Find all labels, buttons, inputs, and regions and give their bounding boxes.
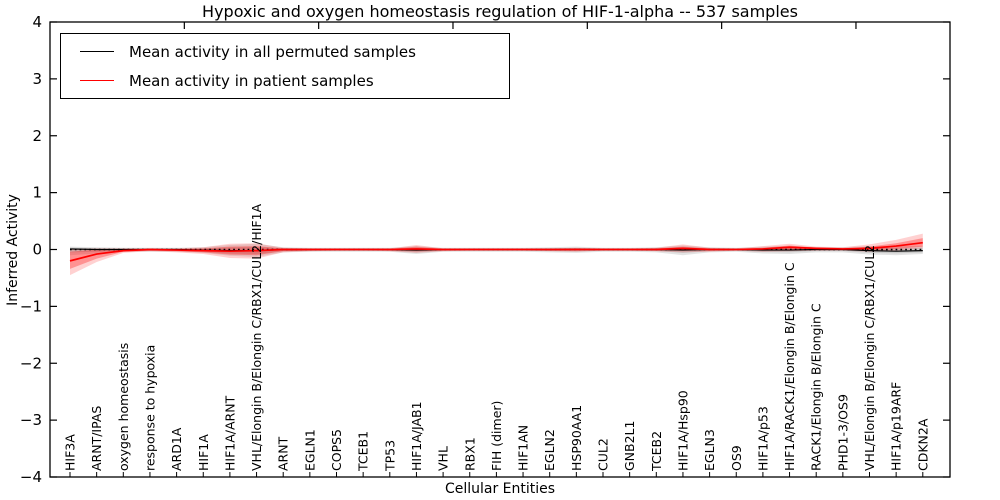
y-tick-label: −1 xyxy=(20,297,42,315)
x-tick-label: HIF1A/ARNT xyxy=(222,395,237,471)
x-tick-label: FIH (dimer) xyxy=(489,401,504,471)
x-tick-label: TCEB2 xyxy=(649,431,664,472)
patient-mean-line xyxy=(69,241,923,262)
x-tick-label: EGLN2 xyxy=(542,429,557,471)
legend-item-permuted: Mean activity in all permuted samples xyxy=(61,37,509,66)
x-tick-label: HIF1A/p53 xyxy=(755,406,770,471)
x-tick-label: HIF1A/RACK1/Elongin B/Elongin C xyxy=(782,262,797,471)
x-tick-label: HIF1A xyxy=(196,434,211,471)
y-tick-label: −4 xyxy=(20,468,42,486)
x-tick-label: TCEB1 xyxy=(356,431,371,472)
patient-line-swatch-icon xyxy=(80,80,114,81)
x-tick-label: EGLN3 xyxy=(702,429,717,471)
y-axis-label: Inferred Activity xyxy=(5,194,21,306)
y-tick-label: 4 xyxy=(32,13,42,31)
legend: Mean activity in all permuted samples Me… xyxy=(60,33,510,99)
y-tick-label: 2 xyxy=(32,127,42,145)
patient-band-outer xyxy=(70,233,923,276)
x-axis-label: Cellular Entities xyxy=(444,481,556,497)
x-tick-label: OS9 xyxy=(729,445,744,471)
x-tick-label: ARNT/IPAS xyxy=(89,406,104,471)
legend-item-patient: Mean activity in patient samples xyxy=(61,66,509,95)
permuted-line-swatch-icon xyxy=(80,51,114,52)
legend-label-patient: Mean activity in patient samples xyxy=(129,71,374,90)
y-tick-label: −2 xyxy=(20,354,42,372)
x-tick-label: CUL2 xyxy=(596,438,611,471)
x-tick-label: HIF1A/Hsp90 xyxy=(675,390,690,471)
x-tick-label: TP53 xyxy=(382,440,397,472)
chart-title: Hypoxic and oxygen homeostasis regulatio… xyxy=(202,2,798,21)
x-tick-label: VHL/Elongin B/Elongin C/RBX1/CUL2 xyxy=(862,245,877,471)
x-tick-label: COPS5 xyxy=(329,429,344,471)
x-tick-label: CDKN2A xyxy=(915,418,930,471)
x-tick-label: VHL/Elongin B/Elongin C/RBX1/CUL2/HIF1A xyxy=(249,203,264,471)
x-tick-label: VHL xyxy=(436,446,451,471)
x-tick-label: HIF1AN xyxy=(516,425,531,471)
x-tick-label: GNB2L1 xyxy=(622,421,637,471)
y-tick-label: −3 xyxy=(20,411,42,429)
x-tick-label: oxygen homeostasis xyxy=(116,343,131,471)
x-tick-label: EGLN1 xyxy=(302,429,317,471)
y-tick-label: 1 xyxy=(32,184,42,202)
patient-band-inner xyxy=(70,238,923,269)
x-tick-label: ARD1A xyxy=(169,427,184,471)
x-tick-label: HIF1A/p19ARF xyxy=(889,382,904,471)
x-tick-label: RBX1 xyxy=(462,437,477,471)
x-tick-label: ARNT xyxy=(276,436,291,471)
x-tick-label: HIF3A xyxy=(63,434,78,471)
x-tick-label: RACK1/Elongin B/Elongin C xyxy=(809,303,824,471)
x-tick-label: response to hypoxia xyxy=(142,345,157,471)
y-tick-label: 0 xyxy=(32,241,42,259)
legend-label-permuted: Mean activity in all permuted samples xyxy=(129,42,416,61)
x-tick-label: HSP90AA1 xyxy=(569,405,584,471)
x-tick-label: HIF1A/JAB1 xyxy=(409,401,424,471)
x-tick-label: PHD1-3/OS9 xyxy=(835,394,850,471)
y-tick-label: 3 xyxy=(32,70,42,88)
